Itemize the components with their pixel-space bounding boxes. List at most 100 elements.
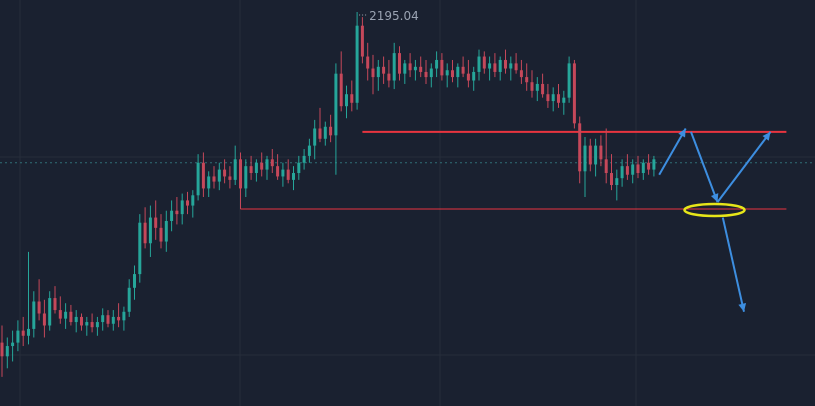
candle-body-38 <box>201 162 205 189</box>
candle-body-119 <box>631 164 635 175</box>
candle-85 <box>451 59 454 83</box>
candle-114 <box>604 128 608 184</box>
candle-29 <box>154 200 158 240</box>
candle-body-37 <box>196 162 200 196</box>
candle-86 <box>456 63 460 88</box>
candle-26 <box>138 214 142 283</box>
candle-19 <box>101 308 105 331</box>
candle-body-9 <box>48 298 52 326</box>
candle-body-95 <box>504 59 507 69</box>
candle-92 <box>488 56 492 81</box>
candle-body-42 <box>223 169 227 177</box>
candle-94 <box>498 56 502 81</box>
candle-body-6 <box>32 301 36 329</box>
candle-body-107 <box>567 63 571 98</box>
candle-body-76 <box>403 63 407 74</box>
candle-95 <box>504 49 507 74</box>
candle-body-15 <box>80 316 83 326</box>
candle-120 <box>636 155 640 179</box>
candle-83 <box>440 53 444 81</box>
candle-88 <box>466 59 470 88</box>
candle-110 <box>583 137 587 198</box>
candle-100 <box>530 70 534 98</box>
candle-59 <box>313 119 317 160</box>
candle-body-120 <box>636 164 640 174</box>
candle-37 <box>196 154 200 201</box>
candle-body-33 <box>175 210 179 215</box>
candle-body-43 <box>228 176 232 180</box>
candle-118 <box>625 154 629 180</box>
candle-73 <box>387 59 391 88</box>
candle-45 <box>239 152 242 209</box>
candle-116 <box>615 169 619 201</box>
candle-33 <box>175 197 179 225</box>
candle-body-105 <box>557 94 560 103</box>
price-levels <box>0 130 815 210</box>
candle-5 <box>27 251 30 345</box>
candle-body-27 <box>143 222 147 244</box>
candle-body-46 <box>244 166 248 189</box>
candle-63 <box>334 63 338 175</box>
candle-93 <box>493 53 497 78</box>
candle-body-21 <box>111 316 115 324</box>
candle-body-18 <box>95 322 99 328</box>
projection-arrow-3 <box>721 217 747 313</box>
projection-arrow-2 <box>716 131 772 203</box>
candle-body-97 <box>514 63 518 71</box>
candle-body-122 <box>647 162 651 170</box>
candle-82 <box>435 51 439 78</box>
projection-arrow-1 <box>690 131 719 203</box>
candle-111 <box>588 138 592 172</box>
candle-56 <box>297 155 301 180</box>
candle-6 <box>32 291 36 338</box>
arrow-head-3 <box>738 303 747 312</box>
candle-body-55 <box>292 173 295 180</box>
candle-body-35 <box>186 200 189 206</box>
candle-body-29 <box>154 217 158 228</box>
candle-body-2 <box>11 342 15 347</box>
candle-body-98 <box>519 70 523 78</box>
candle-body-59 <box>313 128 317 146</box>
candle-36 <box>191 190 195 218</box>
candle-body-117 <box>620 166 624 179</box>
candle-119 <box>631 159 635 184</box>
candle-body-41 <box>217 169 221 182</box>
candle-body-26 <box>138 222 142 275</box>
candle-body-48 <box>254 162 258 174</box>
candle-109 <box>578 116 582 184</box>
candle-72 <box>382 56 386 84</box>
candle-64 <box>339 51 343 112</box>
candle-body-87 <box>461 66 465 74</box>
candle-body-31 <box>164 220 168 242</box>
arrow-shaft-1 <box>690 131 719 203</box>
candle-body-74 <box>392 53 396 81</box>
candle-53 <box>281 162 285 187</box>
candle-body-111 <box>588 145 592 165</box>
candle-68 <box>360 17 364 64</box>
candle-90 <box>477 49 481 81</box>
candle-101 <box>535 77 539 102</box>
arrow-shaft-3 <box>721 217 745 313</box>
candle-body-61 <box>323 126 327 139</box>
candle-body-114 <box>604 159 608 174</box>
candle-body-91 <box>482 56 486 69</box>
candle-54 <box>286 159 290 184</box>
candle-body-60 <box>318 128 322 139</box>
candle-43 <box>228 166 232 189</box>
candle-body-72 <box>382 66 386 74</box>
candle-body-118 <box>625 166 629 175</box>
candle-13 <box>69 304 73 326</box>
candle-body-3 <box>16 330 20 343</box>
candle-66 <box>350 80 354 112</box>
candle-107 <box>567 56 571 103</box>
candle-body-47 <box>249 166 253 174</box>
candle-body-52 <box>276 166 280 177</box>
candle-body-78 <box>413 66 417 71</box>
candle-body-1 <box>5 346 9 357</box>
candle-body-71 <box>376 66 380 78</box>
candle-17 <box>90 313 94 333</box>
candle-24 <box>127 279 131 317</box>
candle-21 <box>111 310 115 331</box>
candle-117 <box>620 159 624 187</box>
